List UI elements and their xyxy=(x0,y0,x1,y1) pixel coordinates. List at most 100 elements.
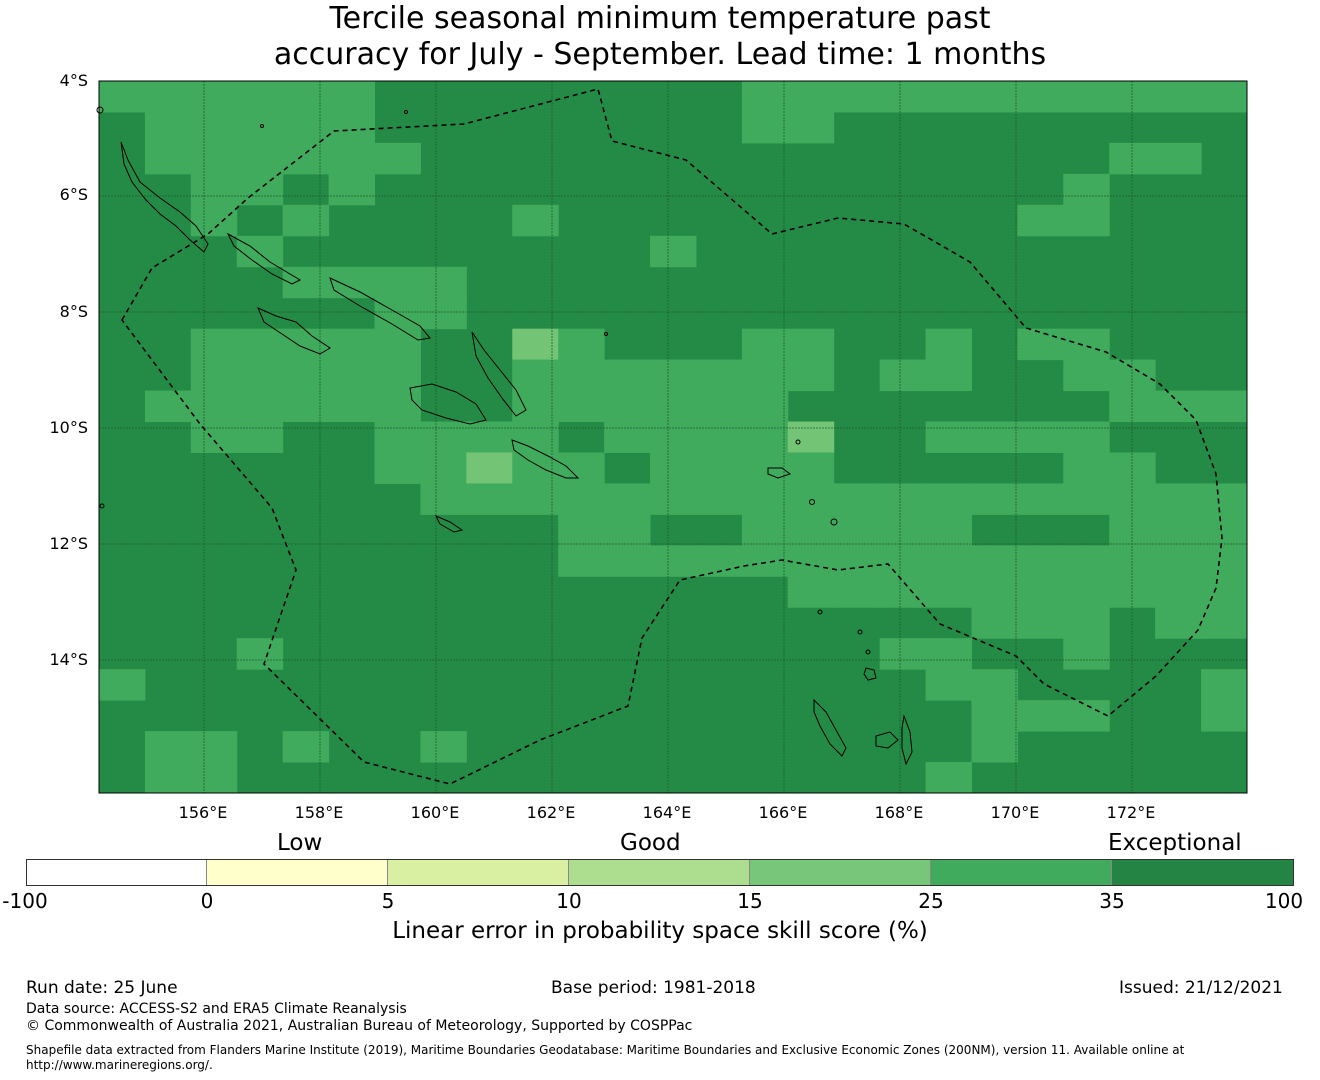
grid-cell xyxy=(879,359,927,392)
colorbar-tick: 0 xyxy=(200,889,214,913)
grid-cell xyxy=(787,545,835,577)
lon-label: 160°E xyxy=(410,803,460,822)
grid-cell xyxy=(971,576,1018,608)
lon-label: 172°E xyxy=(1106,803,1156,822)
grid-cell xyxy=(282,390,330,423)
grid-cell xyxy=(190,731,238,763)
colorbar-tick: 25 xyxy=(918,889,944,913)
santa-isabel-island xyxy=(329,277,431,341)
grid-cell xyxy=(650,545,697,577)
santa-cruz-island xyxy=(767,467,792,479)
colorbar-tick: 100 xyxy=(1264,889,1304,913)
grid-cell xyxy=(420,297,467,330)
grid-cell xyxy=(971,421,1018,453)
base-period: Base period: 1981-2018 xyxy=(551,978,756,998)
grid-cell xyxy=(650,483,697,515)
grid-cell xyxy=(420,483,467,515)
grid-cell xyxy=(1109,483,1156,515)
grid-cell xyxy=(604,421,651,453)
islet xyxy=(604,332,608,336)
grid-cell xyxy=(1017,421,1064,453)
grid-cell xyxy=(282,204,330,237)
espiritu-santo-island xyxy=(813,698,847,757)
grid-cell xyxy=(190,142,238,175)
grid-cell xyxy=(466,483,513,515)
grid-cell xyxy=(512,483,559,515)
colorbar-segment xyxy=(931,860,1113,885)
grid-cell xyxy=(695,452,743,484)
colorbar-segment xyxy=(207,860,389,885)
grid-cell xyxy=(1109,452,1156,484)
grid-cell xyxy=(741,359,789,392)
grid-cell xyxy=(558,545,605,577)
grid-cell xyxy=(1063,173,1110,206)
banks-islands xyxy=(863,667,877,681)
grid-cell xyxy=(650,359,697,392)
grid-cell xyxy=(604,545,651,577)
grid-cell xyxy=(1201,514,1248,546)
grid-cell xyxy=(1109,81,1156,113)
grid-cell xyxy=(787,452,835,484)
grid-cell xyxy=(971,483,1018,515)
grid-cell xyxy=(695,483,743,515)
grid-cell xyxy=(328,390,376,423)
grid-cell xyxy=(374,421,421,453)
colorbar-tick: 10 xyxy=(556,889,582,913)
grid-cell xyxy=(1017,204,1064,237)
grid-cell xyxy=(236,111,284,144)
grid-cell xyxy=(1201,607,1248,639)
grid-cell xyxy=(1201,576,1248,608)
grid-cell xyxy=(925,328,972,361)
colorbar-segment xyxy=(1112,860,1293,885)
grid-cell xyxy=(282,81,330,113)
grid-cell xyxy=(420,731,467,763)
grid-cell xyxy=(1063,545,1110,577)
lon-label: 162°E xyxy=(526,803,576,822)
grid-cell xyxy=(1201,700,1248,732)
grid-cell xyxy=(925,421,972,453)
grid-cell xyxy=(236,81,284,113)
grid-cell xyxy=(190,111,238,144)
lon-label: 170°E xyxy=(990,803,1040,822)
grid-cell xyxy=(1155,576,1202,608)
islet xyxy=(865,649,871,655)
grid-cell xyxy=(833,545,881,577)
grid-cell xyxy=(144,731,192,763)
grid-cell xyxy=(144,81,192,113)
grid-cell xyxy=(741,81,789,113)
colorbar-good-label: Good xyxy=(620,830,681,856)
malaita-island xyxy=(471,331,527,417)
graticule-lines xyxy=(99,80,1247,793)
grid-cell xyxy=(1155,607,1202,639)
marineregions-link[interactable]: http://www.marineregions.org/. xyxy=(26,1058,213,1072)
grid-cell xyxy=(833,483,881,515)
rennell-island xyxy=(434,515,464,533)
grid-cell xyxy=(741,390,789,423)
islet xyxy=(99,503,105,509)
grid-cell xyxy=(420,452,467,484)
lon-label: 164°E xyxy=(642,803,692,822)
grid-cell xyxy=(236,235,284,268)
grid-cell xyxy=(1017,483,1064,515)
grid-cell xyxy=(879,81,927,113)
grid-cell xyxy=(650,421,697,453)
bougainville-island xyxy=(120,141,209,253)
skill-score-map xyxy=(96,80,1248,794)
islet xyxy=(96,106,104,114)
grid-cell xyxy=(328,142,376,175)
skill-grid xyxy=(99,81,1248,794)
colorbar-tick: 35 xyxy=(1099,889,1125,913)
lon-label: 168°E xyxy=(874,803,924,822)
maritime-boundaries xyxy=(121,88,1223,785)
grid-cell xyxy=(374,390,421,423)
grid-cell xyxy=(236,142,284,175)
grid-cell xyxy=(879,576,927,608)
makira-island xyxy=(511,439,580,479)
grid-cell xyxy=(787,359,835,392)
grid-cell xyxy=(374,359,421,392)
grid-cell xyxy=(1201,81,1248,113)
grid-cell xyxy=(971,545,1018,577)
grid-cell xyxy=(787,483,835,515)
grid-cell xyxy=(1017,328,1064,361)
grid-cell xyxy=(328,328,376,361)
